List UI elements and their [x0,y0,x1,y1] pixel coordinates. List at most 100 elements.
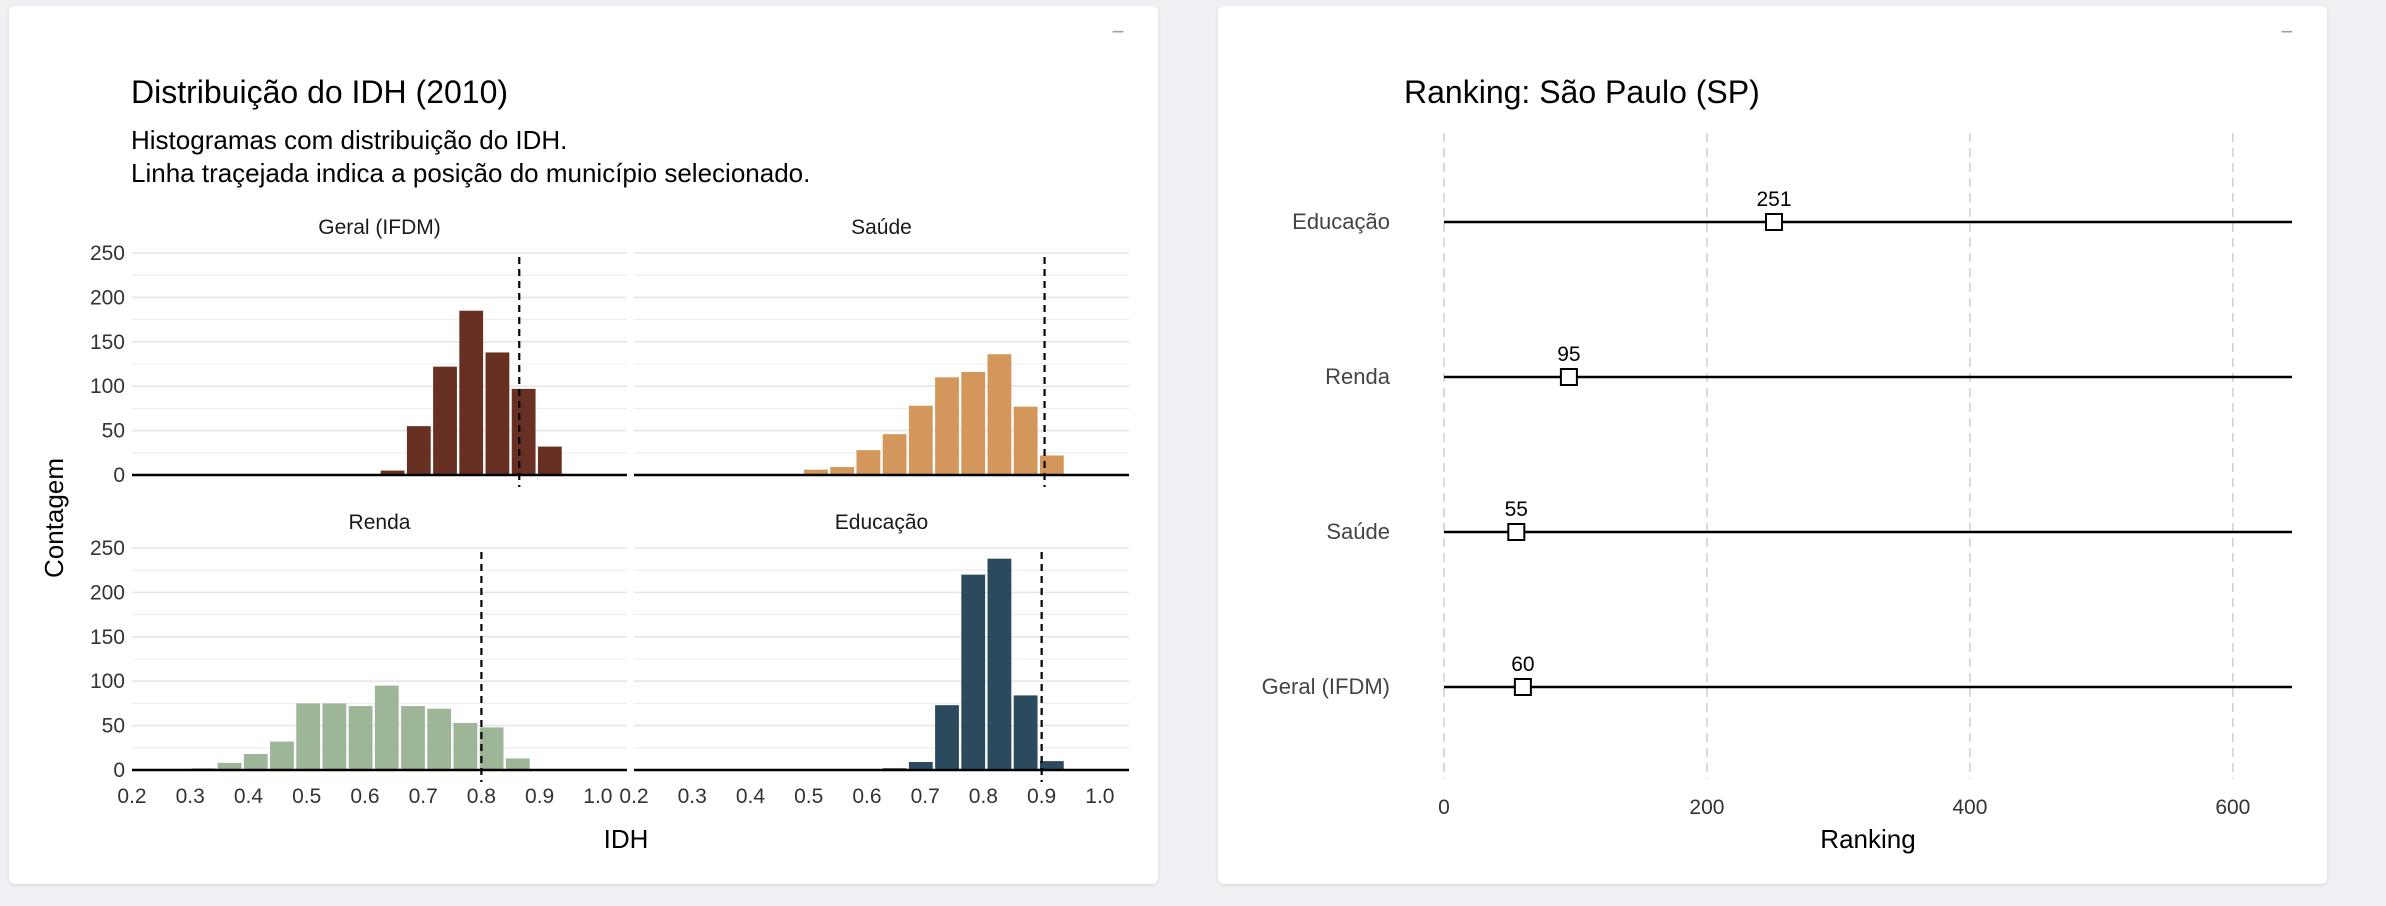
histogram-bar [217,762,242,770]
histogram-bar [1039,455,1064,475]
x-tick-label: 0.4 [736,785,766,808]
ranking-point [1507,523,1526,541]
histogram-bar [830,467,855,475]
histogram-bar [374,685,399,770]
ranking-x-tick-label: 0 [1438,796,1450,819]
ranking-value-label: 251 [1756,188,1791,211]
histogram-bar [459,310,484,475]
chart-subtitle-line-1: Histogramas com distribuição do IDH. [131,125,567,155]
ranking-row: Saúde 55 [1326,498,2292,544]
x-tick-label: 0.2 [619,785,648,808]
x-tick-label: 0.7 [911,785,940,808]
histogram-bar [296,703,321,770]
minimize-icon[interactable]: − [1111,19,1125,44]
y-tick-label: 250 [90,537,125,560]
histogram-bar [243,754,268,770]
histogram-bar [908,405,933,475]
x-tick-label: 0.5 [292,785,321,808]
histogram-bar [856,450,881,475]
y-axis-label: Contagem [39,458,69,578]
y-tick-label: 200 [90,286,125,309]
histogram-bar [537,446,562,475]
y-tick-label: 100 [90,375,125,398]
x-tick-label: 0.6 [350,785,379,808]
x-tick-label: 0.3 [176,785,205,808]
x-tick-label: 0.6 [852,785,881,808]
y-tick-label: 50 [102,715,125,738]
histogram-bar [987,354,1012,475]
facet-label: Renda [349,511,411,534]
minimize-icon[interactable]: − [2280,19,2294,44]
histogram-bar [987,558,1012,770]
ranking-x-tick-label: 200 [1689,796,1724,819]
histogram-bar [961,371,986,475]
histogram-bar [935,705,959,770]
x-tick-label: 0.9 [1027,785,1056,808]
histogram-bar [270,741,294,770]
ranking-category-label: Saúde [1326,519,1390,544]
facet-geral-ifdm-: Geral (IFDM) 0 50 100 150 200 250 [90,216,627,487]
ranking-category-label: Educação [1292,209,1390,234]
histogram-bar [348,706,373,770]
facet-label: Educação [835,511,928,534]
facet-label: Geral (IFDM) [318,216,441,239]
ranking-point [1559,368,1578,386]
ranking-title: Ranking: São Paulo (SP) [1404,74,1760,110]
ranking-x-axis-label: Ranking [1820,824,1915,854]
histogram-bar [1013,695,1038,770]
histogram-bar [433,366,457,475]
histogram-panel: − Distribuição do IDH (2010) Histogramas… [9,6,1158,884]
histogram-bar [1013,406,1038,475]
x-tick-label: 1.0 [583,785,612,808]
histogram-bar [505,758,530,770]
ranking-row: Geral (IFDM) 60 [1262,653,2292,699]
histogram-bar [406,426,431,475]
histogram-bar [908,762,933,770]
y-tick-label: 50 [102,420,125,443]
x-tick-label: 0.8 [969,785,998,808]
ranking-category-label: Renda [1325,364,1391,389]
ranking-value-label: 95 [1557,343,1580,366]
ranking-panel: − Ranking: São Paulo (SP) Ranking 0 200 40… [1218,6,2327,884]
x-tick-label: 0.2 [117,785,146,808]
ranking-x-tick-label: 600 [2215,796,2250,819]
x-tick-label: 0.3 [678,785,707,808]
x-tick-label: 0.7 [409,785,438,808]
histogram-bar [427,708,452,770]
ranking-value-label: 60 [1511,653,1534,676]
facet-sa-de: Saúde [634,216,1129,487]
histogram-bar [485,352,510,475]
x-tick-label: 1.0 [1085,785,1114,808]
histogram-bar [453,722,478,770]
y-tick-label: 250 [90,242,125,265]
facet-renda: Renda 0 50 100 150 200 250 0.2 0.3 0.4 0.5 0.6 0.7 0.… [90,511,627,808]
chart-subtitle-line-2: Linha traçejada indica a posição do muni… [131,158,810,188]
y-tick-label: 100 [90,670,125,693]
histogram-bar [961,574,986,770]
ranking-x-tick-label: 400 [1952,796,1987,819]
ranking-dot-chart: Ranking: São Paulo (SP) Ranking 0 200 400 6… [1262,74,2292,854]
facet-educa-o: Educação 0.2 0.3 0.4 0.5 0.6 0.7 0.8 0.9 1.0 [619,511,1129,808]
y-tick-label: 150 [90,626,125,649]
x-axis-label: IDH [604,824,649,854]
ranking-category-label: Geral (IFDM) [1262,674,1390,699]
histogram-bar [935,377,959,475]
histogram-bar [479,727,504,770]
x-tick-label: 0.9 [525,785,554,808]
histogram-bar [804,469,828,475]
y-tick-label: 200 [90,581,125,604]
histogram-bar [1039,761,1064,770]
facet-label: Saúde [851,216,912,239]
ranking-value-label: 55 [1505,498,1528,521]
y-tick-label: 150 [90,331,125,354]
histogram-bar [322,703,347,770]
x-tick-label: 0.5 [794,785,823,808]
histogram-bar [511,388,536,475]
histogram-bar [882,434,907,475]
histogram-bar [380,470,405,475]
ranking-point [1764,213,1783,231]
y-tick-label: 0 [113,464,125,487]
x-tick-label: 0.4 [234,785,264,808]
idh-histogram-chart: Distribuição do IDH (2010) Histogramas c… [39,74,1129,854]
chart-title: Distribuição do IDH (2010) [131,74,508,110]
